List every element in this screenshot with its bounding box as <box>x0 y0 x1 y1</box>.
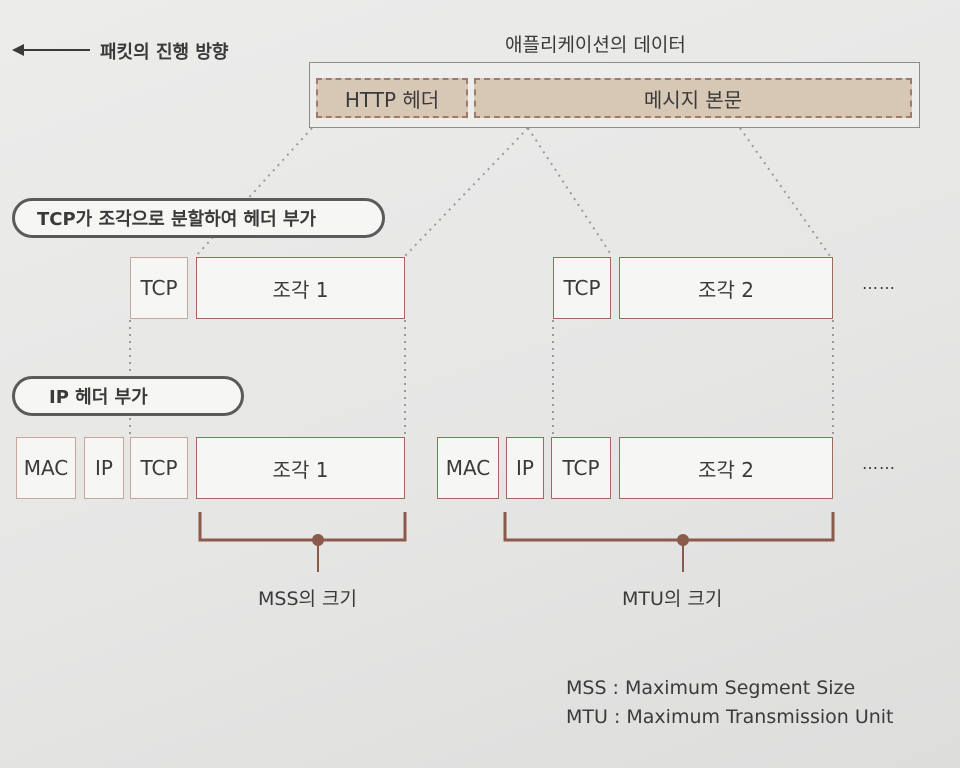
ip-header-1-label: IP <box>95 456 113 480</box>
tcp-header-ip-row-1: TCP <box>130 437 188 499</box>
app-data-title: 애플리케이션의 데이터 <box>505 34 686 56</box>
mss-bracket-dot <box>312 534 324 546</box>
fragment-1-label: 조각 1 <box>272 277 329 302</box>
mac-header-2: MAC <box>437 437 499 499</box>
direction-arrowhead <box>12 44 24 56</box>
tcp-header-ip-row-1-label: TCP <box>140 456 178 480</box>
step-ip-pill: IP 헤더 부가 <box>12 376 244 416</box>
tcp-header-2: TCP <box>553 257 611 319</box>
mss-bracket <box>198 512 407 542</box>
legend-mss: MSS : Maximum Segment Size <box>566 677 856 699</box>
tcp-header-ip-row-2-label: TCP <box>562 456 600 480</box>
ip-header-1: IP <box>84 437 124 499</box>
fragment-2-ip-row: 조각 2 <box>619 437 833 499</box>
dotted-line-1b <box>404 127 529 257</box>
tcp-header-2-label: TCP <box>563 276 601 300</box>
ip-header-2-label: IP <box>516 456 534 480</box>
fragment-1: 조각 1 <box>196 257 405 319</box>
fragment-2-ip-row-label: 조각 2 <box>698 457 754 482</box>
mac-header-1: MAC <box>16 437 76 499</box>
fragment-1-ip-row: 조각 1 <box>196 437 405 499</box>
direction-label: 패킷의 진행 방향 <box>100 42 229 63</box>
dotted-line-1a <box>195 127 313 257</box>
fragment-1-ip-row-label: 조각 1 <box>272 457 329 482</box>
mac-header-1-label: MAC <box>23 456 69 480</box>
http-header-label: HTTP 헤더 <box>344 87 440 112</box>
mtu-bracket-dot <box>677 534 689 546</box>
step-tcp-label: TCP가 조각으로 분할하여 헤더 부가 <box>37 209 317 230</box>
tcp-row-ellipsis: …… <box>862 274 896 293</box>
message-body-segment: 메시지 본문 <box>474 78 912 118</box>
tcp-header-1-label: TCP <box>140 276 178 300</box>
ip-header-2: IP <box>506 437 544 499</box>
mtu-bracket <box>503 512 835 542</box>
legend-mtu: MTU : Maximum Transmission Unit <box>566 706 894 728</box>
mac-header-2-label: MAC <box>445 456 491 480</box>
tcp-header-ip-row-2: TCP <box>551 437 611 499</box>
http-header-segment: HTTP 헤더 <box>316 78 468 118</box>
dotted-line-2b <box>739 127 831 257</box>
dotted-line-2a <box>527 127 613 257</box>
mss-size-label: MSS의 크기 <box>258 588 357 610</box>
tcp-header-1: TCP <box>130 257 188 319</box>
step-ip-label: IP 헤더 부가 <box>49 387 148 408</box>
fragment-2: 조각 2 <box>619 257 833 319</box>
message-body-label: 메시지 본문 <box>643 87 743 112</box>
fragment-2-label: 조각 2 <box>698 277 754 302</box>
step-tcp-pill: TCP가 조각으로 분할하여 헤더 부가 <box>12 198 385 238</box>
mtu-size-label: MTU의 크기 <box>622 588 723 610</box>
ip-row-ellipsis: …… <box>862 454 896 473</box>
